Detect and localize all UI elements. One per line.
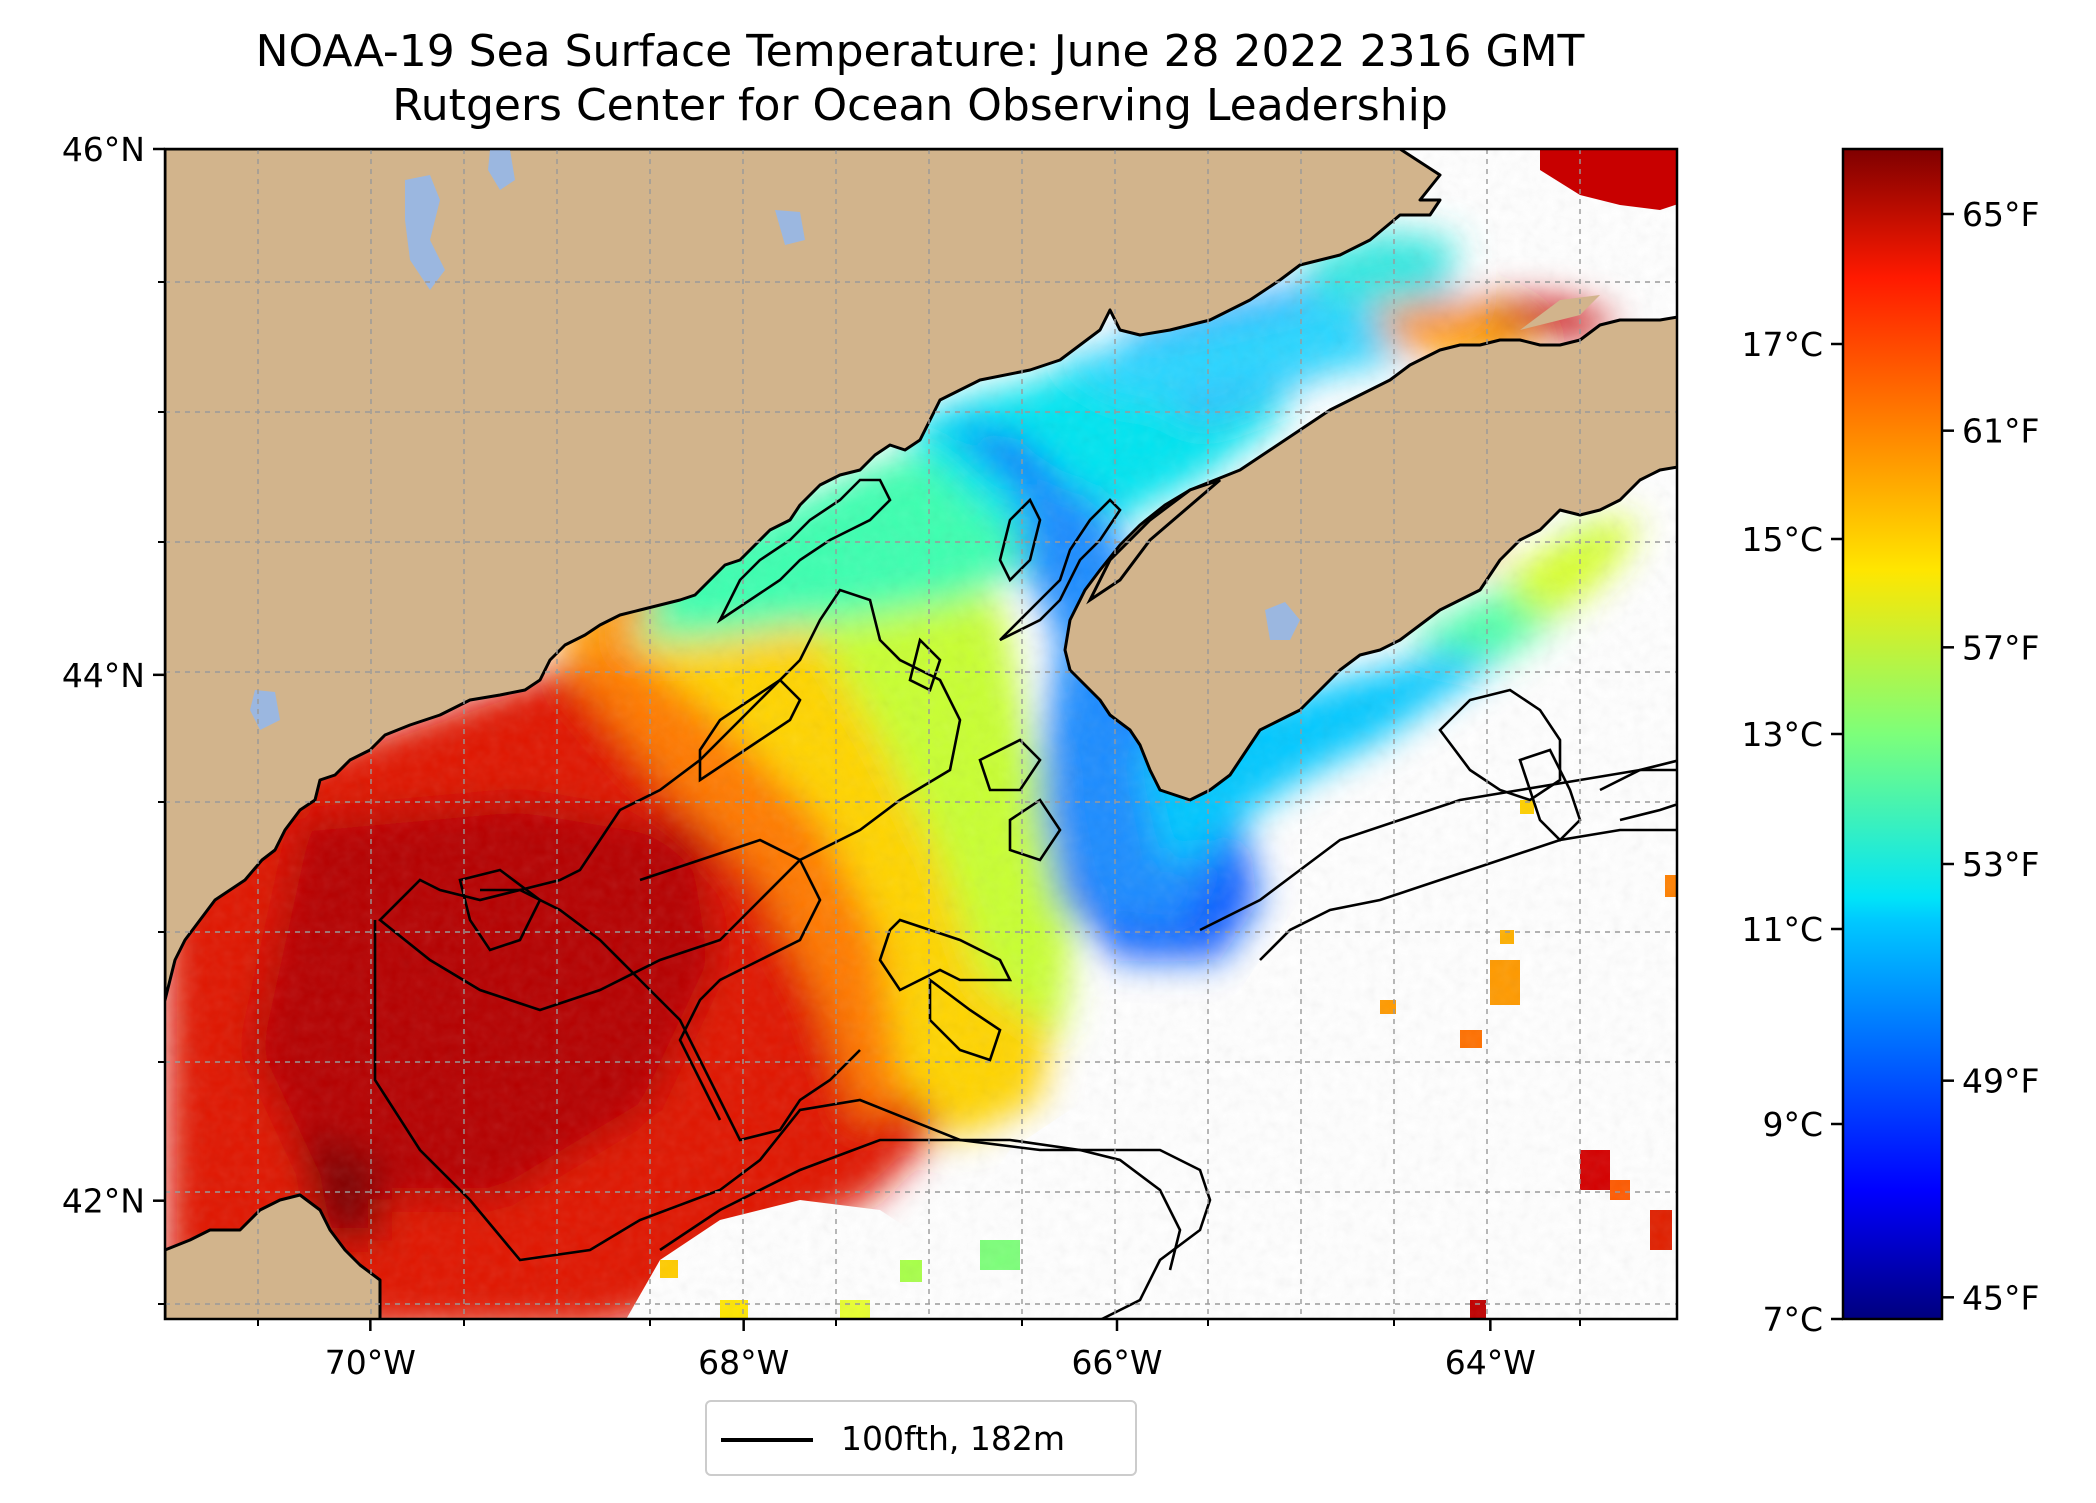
latitude-axis: 46°N 44°N 42°N — [62, 130, 165, 1221]
fahrenheit-tick-label: 49°F — [1962, 1062, 2039, 1101]
lon-tick-label: 66°W — [1071, 1343, 1162, 1382]
colorbar — [1841, 147, 1944, 1321]
axis-minor-ticks — [158, 281, 1581, 1326]
prince-edward-shore — [1540, 149, 1677, 210]
celsius-tick-label: 17°C — [1741, 325, 1823, 364]
gridlines — [165, 149, 1677, 1319]
fahrenheit-tick-label: 61°F — [1962, 412, 2039, 451]
lat-tick-label: 44°N — [62, 656, 145, 695]
celsius-tick-label: 15°C — [1741, 520, 1823, 559]
celsius-tick-label: 7°C — [1762, 1300, 1823, 1339]
fahrenheit-tick-label: 57°F — [1962, 628, 2039, 667]
legend-line-swatch — [721, 1438, 813, 1442]
lat-tick-label: 46°N — [62, 130, 145, 169]
lon-tick-label: 68°W — [698, 1343, 789, 1382]
lon-tick-label: 70°W — [325, 1343, 416, 1382]
map-subtitle: Rutgers Center for Ocean Observing Leade… — [392, 80, 1448, 131]
celsius-tick-label: 9°C — [1762, 1105, 1823, 1144]
mainland-north — [165, 149, 1442, 1002]
legend-label: 100fth, 182m — [841, 1419, 1065, 1458]
fahrenheit-tick-label: 53°F — [1962, 845, 2039, 884]
land-masses — [165, 149, 1677, 1319]
legend: 100fth, 182m — [705, 1400, 1137, 1476]
colorbar-celsius-axis: 7°C 9°C 11°C 13°C 15°C 17°C — [1741, 325, 1843, 1339]
nova-scotia — [1063, 315, 1677, 802]
map-frame — [163, 147, 1679, 1321]
lat-tick-label: 42°N — [62, 1182, 145, 1221]
map-title: NOAA-19 Sea Surface Temperature: June 28… — [255, 26, 1585, 77]
fahrenheit-tick-label: 45°F — [1962, 1278, 2039, 1317]
fahrenheit-tick-label: 65°F — [1962, 195, 2039, 234]
celsius-tick-label: 11°C — [1741, 910, 1823, 949]
cape-cod — [165, 1193, 382, 1319]
map-area — [165, 149, 1677, 1319]
colorbar-fahrenheit-axis: 45°F 49°F 53°F 57°F 61°F 65°F — [1942, 195, 2039, 1317]
lon-tick-label: 64°W — [1445, 1343, 1536, 1382]
bathymetry-contours — [373, 478, 1677, 1319]
celsius-tick-label: 13°C — [1741, 715, 1823, 754]
longitude-axis: 70°W 68°W 66°W 64°W — [325, 1319, 1536, 1382]
